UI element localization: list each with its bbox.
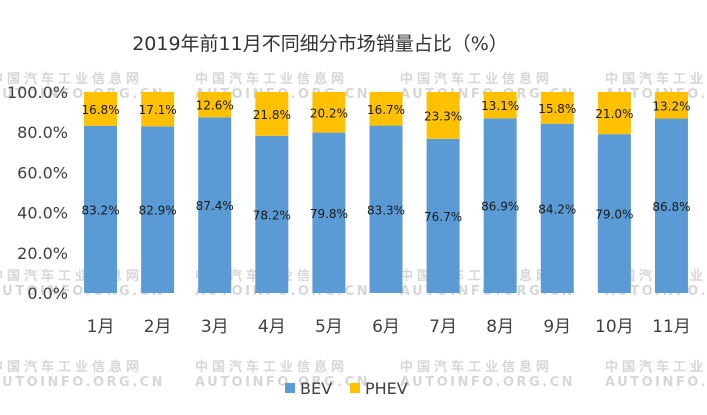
bar-bev — [198, 117, 232, 294]
bar-phev — [369, 92, 403, 126]
watermark-text: AUTOINFO.ORG.CN — [0, 375, 165, 390]
data-label-bev: 82.9% — [139, 204, 177, 218]
bar-phev — [198, 92, 232, 118]
watermark-text: 中国汽车工业信息网 — [400, 359, 553, 375]
bar-bev — [540, 123, 574, 294]
x-tick-label: 5月 — [315, 317, 343, 337]
data-label-bev: 83.2% — [81, 203, 119, 217]
y-tick-label: 80.0% — [17, 123, 68, 142]
data-label-phev: 20.2% — [310, 106, 348, 120]
y-tick-label: 20.0% — [17, 244, 68, 263]
x-tick-label: 1月 — [87, 317, 115, 337]
data-label-bev: 86.9% — [481, 200, 519, 214]
watermark-text: AUTOINFO.ORG.CN — [0, 87, 165, 102]
data-label-bev: 78.2% — [253, 208, 291, 222]
watermark-text: 中国汽车工业信息网 — [400, 71, 553, 87]
data-label-phev: 15.8% — [538, 102, 576, 116]
bar-phev — [141, 92, 175, 127]
watermark-text: 中国汽车工业信息网 — [195, 71, 348, 87]
bar-phev — [483, 92, 517, 119]
data-label-phev: 12.6% — [196, 99, 234, 113]
x-tick-label: 8月 — [486, 317, 514, 337]
x-tick-label: 6月 — [372, 317, 400, 337]
bar-phev — [597, 92, 631, 135]
bar-bev — [483, 118, 517, 294]
data-label-bev: 86.8% — [652, 200, 690, 214]
data-label-phev: 21.8% — [253, 108, 291, 122]
legend-swatch-bev — [285, 383, 295, 393]
data-label-phev: 21.0% — [595, 107, 633, 121]
y-tick-label: 0.0% — [27, 284, 68, 303]
bar-phev — [84, 92, 118, 126]
watermark-text: 中国汽车工业信息网 — [0, 71, 143, 87]
bar-bev — [84, 125, 118, 293]
data-label-bev: 76.7% — [424, 210, 462, 224]
y-tick-label: 60.0% — [17, 163, 68, 182]
x-tick-label: 2月 — [144, 317, 172, 337]
data-label-phev: 16.7% — [367, 103, 405, 117]
plot-area: 83.2% 16.8% 82.9% 17.1% 87.4% 12.6% 78.2% 21.8%… — [81, 92, 691, 294]
x-tick-label: 11月 — [652, 317, 691, 337]
watermark-text: 中国汽车工业信息网 — [605, 359, 707, 375]
watermark-text: AUTOINFO.ORG.CN — [0, 284, 165, 299]
legend-label-bev: BEV — [300, 379, 332, 398]
x-axis: 1月 2月 3月 4月 5月 6月 7月 8月 9月 10月 11月 — [87, 317, 691, 337]
bar-bev — [597, 134, 631, 293]
data-label-bev: 83.3% — [367, 203, 405, 217]
bar-bev — [141, 126, 175, 293]
watermark-text: AUTOINFO.ORG.CN — [605, 375, 707, 390]
data-label-bev: 84.2% — [538, 202, 576, 216]
watermark-text: 中国汽车工业信息网 — [400, 268, 553, 284]
y-tick-label: 40.0% — [17, 204, 68, 223]
bar-phev — [540, 92, 574, 124]
y-tick-label: 100.0% — [7, 83, 68, 102]
watermark-text: AUTOINFO.ORG.CN — [195, 375, 370, 390]
bar-phev — [255, 92, 289, 136]
bar-phev — [654, 92, 688, 119]
data-label-phev: 16.8% — [81, 103, 119, 117]
watermark-text: 中国汽车工业信息网 — [605, 71, 707, 87]
bar-bev — [312, 132, 346, 293]
x-tick-label: 7月 — [429, 317, 457, 337]
data-label-bev: 79.8% — [310, 207, 348, 221]
data-label-bev: 79.0% — [595, 208, 633, 222]
data-label-phev: 13.2% — [652, 99, 690, 113]
data-label-phev: 17.1% — [139, 103, 177, 117]
watermark-text: 中国汽车工业信息网 — [0, 359, 143, 375]
x-tick-label: 3月 — [201, 317, 229, 337]
x-tick-label: 9月 — [543, 317, 571, 337]
bar-phev — [312, 92, 346, 133]
bar-bev — [426, 138, 460, 293]
data-label-bev: 87.4% — [196, 199, 234, 213]
bar-bev — [369, 125, 403, 293]
legend-label-phev: PHEV — [365, 379, 408, 398]
y-axis: 0.0% 20.0% 40.0% 60.0% 80.0% 100.0% — [7, 83, 68, 303]
data-label-phev: 13.1% — [481, 99, 519, 113]
bar-phev — [426, 92, 460, 139]
watermark-text: 中国汽车工业信息网 — [195, 359, 348, 375]
data-label-phev: 23.3% — [424, 109, 462, 123]
watermark-text: AUTOINFO.ORG.CN — [400, 375, 575, 390]
legend: BEV PHEV — [285, 379, 408, 398]
x-tick-label: 4月 — [258, 317, 286, 337]
watermark-text: 中国汽车工业信息网 — [0, 268, 143, 284]
legend-swatch-phev — [350, 383, 360, 393]
x-tick-label: 10月 — [595, 317, 634, 337]
chart-title: 2019年前11月不同细分市场销量占比（%） — [132, 33, 508, 55]
bar-bev — [255, 135, 289, 293]
bar-bev — [654, 118, 688, 293]
